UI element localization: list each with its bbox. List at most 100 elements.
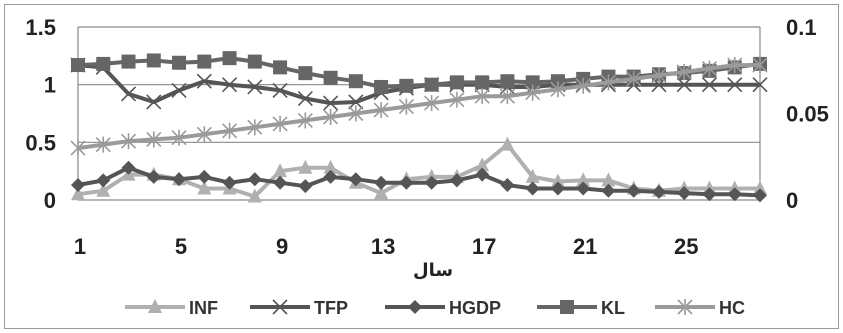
data-point-hgdp — [550, 181, 565, 196]
x-tick-label: 9 — [276, 234, 288, 259]
data-point-hc — [626, 70, 642, 87]
data-point-kl — [247, 54, 262, 69]
data-point-hc — [146, 131, 162, 148]
data-point-tfp — [171, 82, 187, 98]
data-point-hc — [424, 95, 440, 112]
data-point-hgdp — [298, 179, 313, 194]
x-tick-label: 5 — [175, 234, 187, 259]
data-point-hc — [600, 74, 617, 91]
data-point-hgdp — [222, 175, 237, 190]
x-tick-label: 17 — [472, 234, 496, 259]
legend-marker — [148, 299, 162, 313]
data-point-inf — [247, 188, 262, 203]
data-point-hc — [752, 57, 768, 74]
legend-item-hgdp: HGDP — [385, 298, 501, 318]
x-tick-label: 21 — [573, 234, 597, 259]
data-point-hgdp — [651, 184, 666, 199]
data-point-hc — [196, 126, 212, 143]
data-point-kl — [96, 56, 111, 71]
legend-marker — [272, 299, 288, 315]
data-point-hc — [171, 129, 187, 146]
data-point-hgdp — [500, 178, 515, 193]
data-point-hc — [651, 67, 667, 84]
data-point-hc — [323, 108, 339, 125]
legend-item-kl: KL — [537, 298, 625, 318]
data-point-hgdp — [424, 175, 439, 190]
chart-frame — [4, 4, 839, 329]
data-point-hgdp — [702, 187, 717, 202]
data-point-hc — [499, 88, 515, 105]
data-point-inf — [323, 159, 338, 174]
data-point-inf — [475, 157, 490, 172]
data-point-kl — [323, 70, 338, 85]
data-point-kl — [298, 66, 313, 81]
data-point-kl — [273, 60, 288, 75]
legend-marker — [560, 300, 574, 314]
data-point-hgdp — [71, 178, 85, 193]
y-tick-label: 1 — [44, 73, 56, 98]
data-point-hgdp — [601, 183, 616, 198]
data-point-hgdp — [449, 173, 464, 188]
data-point-kl — [475, 75, 490, 90]
data-point-hc — [70, 140, 86, 157]
data-point-hgdp — [247, 172, 262, 187]
data-point-kl — [121, 54, 136, 69]
legend-marker — [408, 300, 422, 314]
data-point-tfp — [272, 82, 288, 98]
data-point-kl — [399, 78, 414, 93]
data-point-hgdp — [121, 160, 136, 175]
data-point-hc — [701, 60, 718, 77]
legend-item-tfp: TFP — [250, 298, 348, 318]
data-point-tfp — [196, 73, 212, 89]
legend: INF TFP HGDP KL HC — [125, 298, 745, 318]
data-point-hgdp — [626, 183, 641, 198]
data-point-inf — [273, 163, 288, 178]
data-point-hc — [272, 115, 288, 132]
data-point-hc — [120, 133, 137, 150]
data-point-tfp — [752, 77, 768, 93]
legend-label: TFP — [314, 298, 348, 318]
data-point-hc — [221, 122, 238, 139]
data-point-hgdp — [399, 175, 414, 190]
x-tick-label: 1 — [74, 234, 86, 259]
y2-tick-label: 0.1 — [786, 15, 817, 40]
data-point-kl — [71, 58, 85, 73]
series-line-hgdp — [77, 165, 761, 198]
series-hgdp — [71, 160, 767, 203]
x-tick-label: 25 — [674, 234, 698, 259]
y-tick-label: 0 — [44, 188, 56, 213]
data-point-inf — [71, 186, 85, 201]
data-point-kl — [525, 75, 540, 90]
data-point-inf — [753, 180, 767, 195]
data-point-hc — [373, 102, 389, 119]
legend-label: KL — [601, 298, 625, 318]
data-point-tfp — [247, 79, 263, 95]
data-point-tfp — [727, 77, 743, 93]
data-point-kl — [374, 79, 389, 94]
data-point-hgdp — [576, 181, 591, 196]
data-point-kl — [222, 51, 237, 66]
data-point-inf — [197, 180, 212, 195]
data-point-inf — [550, 173, 565, 188]
axes — [77, 27, 761, 200]
data-point-hc — [297, 112, 313, 129]
y-tick-label: 0.5 — [25, 130, 56, 155]
data-point-hgdp — [475, 167, 490, 182]
data-point-hgdp — [374, 175, 389, 190]
data-point-hc — [575, 77, 591, 94]
data-point-hc — [247, 119, 263, 136]
tick-labels: 0 0.5 1 1.5 0 0.05 0.1 1 5 9 13 17 21 25 — [25, 15, 828, 259]
data-point-tfp — [221, 77, 238, 93]
data-point-inf — [500, 136, 515, 151]
data-point-hc — [348, 105, 364, 122]
legend-label: HC — [719, 298, 745, 318]
data-point-kl — [500, 74, 515, 89]
y-tick-label: 1.5 — [25, 15, 56, 40]
data-point-hc — [550, 81, 566, 98]
data-point-hgdp — [273, 175, 288, 190]
data-point-hgdp — [753, 188, 767, 203]
data-point-hc — [676, 63, 692, 80]
legend-label: INF — [189, 298, 218, 318]
data-point-hc — [398, 98, 414, 115]
